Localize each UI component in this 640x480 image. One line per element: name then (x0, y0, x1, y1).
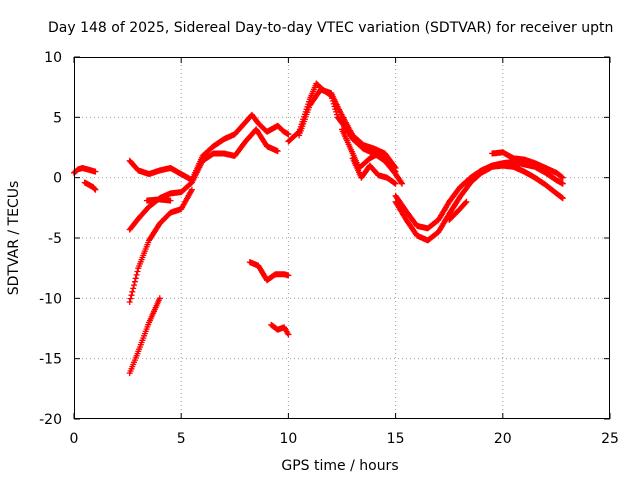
series-markers (268, 321, 292, 338)
data-markers (71, 80, 566, 377)
y-tick-label: 0 (53, 171, 62, 187)
x-tick-label: 0 (70, 431, 79, 447)
series-track-short-b (143, 196, 174, 204)
series-track-afternoon-c (446, 198, 470, 223)
series-track-noon-b (296, 86, 399, 171)
series-track-late-top (489, 149, 566, 181)
series-markers (81, 179, 99, 193)
series-markers (349, 155, 399, 187)
series-markers (126, 186, 195, 305)
series-track-steep (126, 295, 163, 377)
series-markers (126, 111, 292, 184)
axes: 0 5 10 15 20 25 -20 -15 -10 -5 0 5 10 (39, 50, 619, 447)
series-track-main-high (126, 111, 292, 184)
series-track-patch-a (246, 259, 292, 284)
y-tick-label: 10 (44, 50, 62, 66)
series-markers (296, 86, 399, 171)
x-tick-label: 15 (387, 431, 405, 447)
x-tick-label: 10 (279, 431, 297, 447)
series-markers (246, 259, 292, 284)
x-axis-label: GPS time / hours (281, 458, 398, 474)
series-track-afternoon-b (392, 162, 566, 244)
y-tick-label: -5 (48, 231, 62, 247)
y-tick-label: 5 (53, 110, 62, 126)
x-tick-label: 25 (601, 431, 619, 447)
y-axis-label: SDTVAR / TECUs (6, 181, 22, 296)
series-track-patch-b (268, 321, 292, 338)
y-tick-label: -10 (39, 291, 62, 307)
series-track-main-low (126, 186, 195, 305)
series-track-right-b (349, 155, 399, 187)
series-markers (489, 149, 566, 181)
series-track-early-b (81, 179, 99, 193)
series-markers (339, 126, 399, 175)
y-tick-label: -15 (39, 352, 62, 368)
chart-title: Day 148 of 2025, Sidereal Day-to-day VTE… (48, 20, 613, 36)
x-tick-label: 5 (177, 431, 186, 447)
series-markers (126, 295, 163, 377)
series-track-right-a (339, 126, 399, 175)
x-tick-label: 20 (494, 431, 512, 447)
series-markers (446, 198, 470, 223)
y-tick-label: -20 (39, 412, 62, 428)
series-markers (392, 162, 566, 244)
series-markers (143, 196, 174, 204)
